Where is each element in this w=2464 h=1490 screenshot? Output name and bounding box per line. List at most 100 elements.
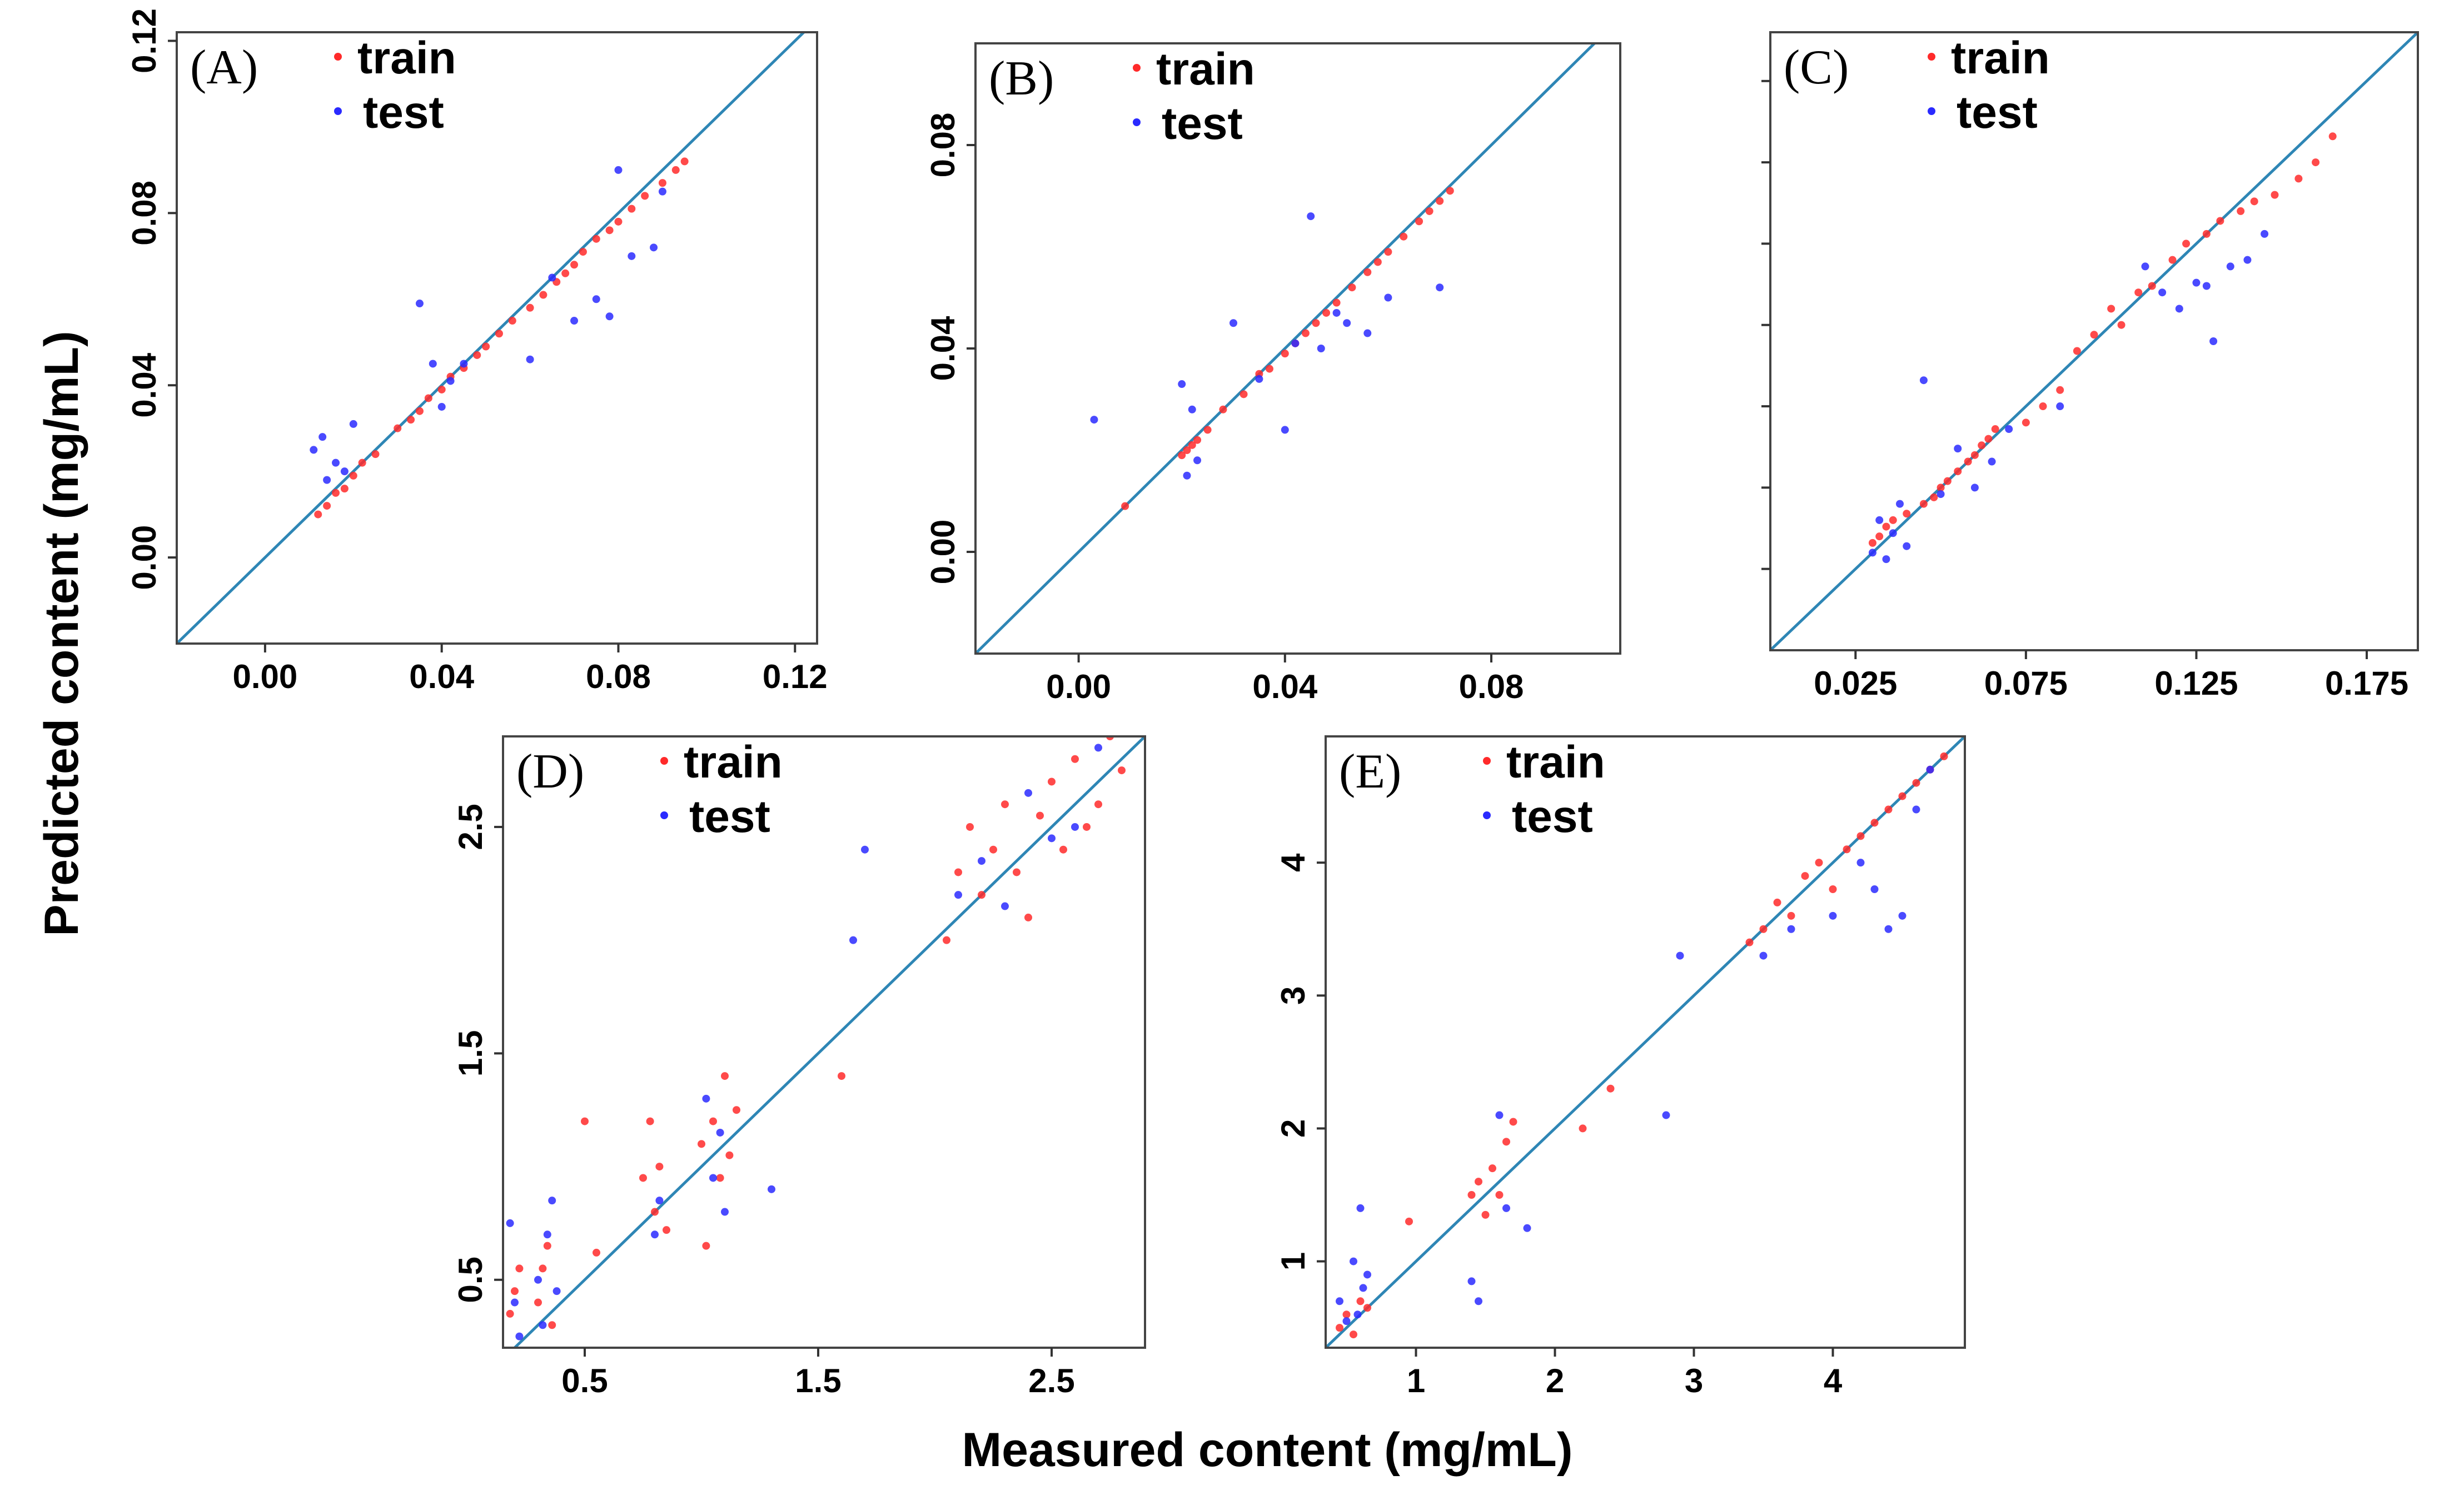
panel-a-test-point [446,377,455,385]
panel-d-test-point [978,857,985,865]
y-axis-title: Predicted content (mg/mL) [35,331,88,936]
panel-c-train-point [2134,288,2143,297]
panel-a-test-point [614,166,623,174]
panel-b-x-tick-label: 0.08 [1459,668,1524,705]
panel-a-train-point [340,485,349,493]
panel-d-test-point [543,1230,551,1239]
panel-a-train-point [314,510,322,519]
panel-c-x-tick-label: 0.175 [2325,665,2408,702]
panel-d-test-point [702,1094,710,1103]
panel-c-test-point [2005,425,2013,433]
panel-a-train-point [628,205,636,213]
panel-c-train-point [1875,532,1884,541]
panel-e-train-point [1843,845,1851,854]
panel-d-test-point [511,1298,519,1307]
panel-d-train-point [1036,811,1044,820]
panel-a-y-tick-label: 0.04 [126,352,163,417]
panel-c-train-point [2056,386,2064,394]
panel-e-legend-train-marker [1483,757,1491,765]
panel-e-test-point [1467,1277,1476,1285]
panel-e-test-point [1829,911,1837,920]
panel-a-train-point [394,424,402,432]
panel-a-test-point [570,317,579,325]
panel-c-legend-train-marker [1928,53,1935,61]
panel-a-x-tick-label: 0.00 [233,658,298,695]
panel-a-test-point [323,476,331,484]
panel-d-test-point [1094,744,1102,752]
panel-e-train-point [1815,859,1823,867]
panel-d-train-point [1094,800,1102,809]
panel-a-test-point [318,433,327,441]
panel-d-test-point [954,891,962,899]
panel-b-x-tick-label: 0.04 [1252,668,1317,705]
panel-d-train-point [581,1117,589,1125]
panel-d-train-point [511,1287,519,1295]
panel-d-train-point [593,1248,600,1257]
panel-a-series-test [310,166,666,484]
panel-c-train-point [2168,256,2177,264]
panel-c-train-point [2117,321,2125,329]
panel-d-train-point [966,823,974,831]
panel-a-y-tick-label: 0.00 [126,525,163,590]
panel-d-test-point [539,1321,547,1329]
panel-b-legend-train-marker [1133,64,1141,72]
x-axis-title: Measured content (mg/mL) [962,1423,1573,1477]
panel-d-train-point [978,891,985,899]
panel-a-train-point [323,502,331,510]
panel-a-test-point [548,273,556,282]
panel-d-train-point [943,936,950,944]
panel-e-legend-test: test [1512,791,1593,842]
panel-b-train-point [1446,187,1454,195]
panel-a-y-tick-label: 0.12 [126,8,163,73]
panel-b-legend-train: train [1156,44,1255,94]
panel-d-train-point [1013,868,1021,876]
panel-d-legend-test-marker [660,811,668,819]
panel-d-legend-test: test [689,791,770,842]
panel-a-train-point [332,489,340,497]
panel-c-train-point [1964,457,1972,466]
panel-e-train-point [1898,792,1907,800]
panel-d-x-tick-label: 0.5 [561,1362,608,1399]
panel-c-train-point [2328,132,2337,141]
panel-c-train-point [2073,347,2081,355]
panel-c-train-point [2294,175,2303,183]
panel-e-test-point [1662,1111,1670,1119]
panel-e-train-point [1363,1304,1371,1312]
panel-e-series-train [1336,752,1948,1339]
panel-a-frame [176,31,818,645]
panel-e-x-tick-label: 3 [1685,1362,1703,1399]
panel-c-train-point [1868,539,1876,547]
panel-c-train-point [2250,197,2258,206]
panel-e-legend-test-marker [1483,811,1491,819]
panel-a-test-point [658,187,666,196]
panel-b-test-point [1229,319,1237,327]
panel-a-train-point [614,217,623,226]
panel-b-train-point [1363,268,1372,276]
panel-b-test-point [1281,426,1289,434]
panel-b-train-point [1183,446,1191,454]
panel-b-train-point [1348,283,1356,292]
panel-b-series-train [1121,187,1454,510]
panel-d-test-point [1001,902,1009,910]
panel-d-train-point [709,1117,717,1125]
panel-d-test-point [552,1287,561,1295]
panel-d-identity-line [512,736,1145,1348]
panel-c-test-point [2202,282,2211,290]
panel-c-frame [1769,31,2419,651]
panel-d-train-point [651,1208,659,1216]
panel-a-legend-train-marker [334,53,342,61]
panel-e-train-point [1467,1191,1476,1199]
panel-e-train-point [1475,1178,1482,1186]
panel-d-train-point [646,1117,654,1125]
panel-e-test-point [1359,1284,1367,1292]
panel-c-train-point [2271,191,2279,199]
panel-a-test-point [592,295,600,303]
panel-c-train-point [2216,217,2224,225]
panel-e-train-point [1481,1210,1490,1219]
panel-e-train-point [1856,832,1865,840]
panel-a-test-point [415,300,424,308]
panel-d-test-point [716,1128,724,1137]
panel-a-legend-test-marker [334,107,342,115]
panel-d-legend-train: train [684,737,783,788]
